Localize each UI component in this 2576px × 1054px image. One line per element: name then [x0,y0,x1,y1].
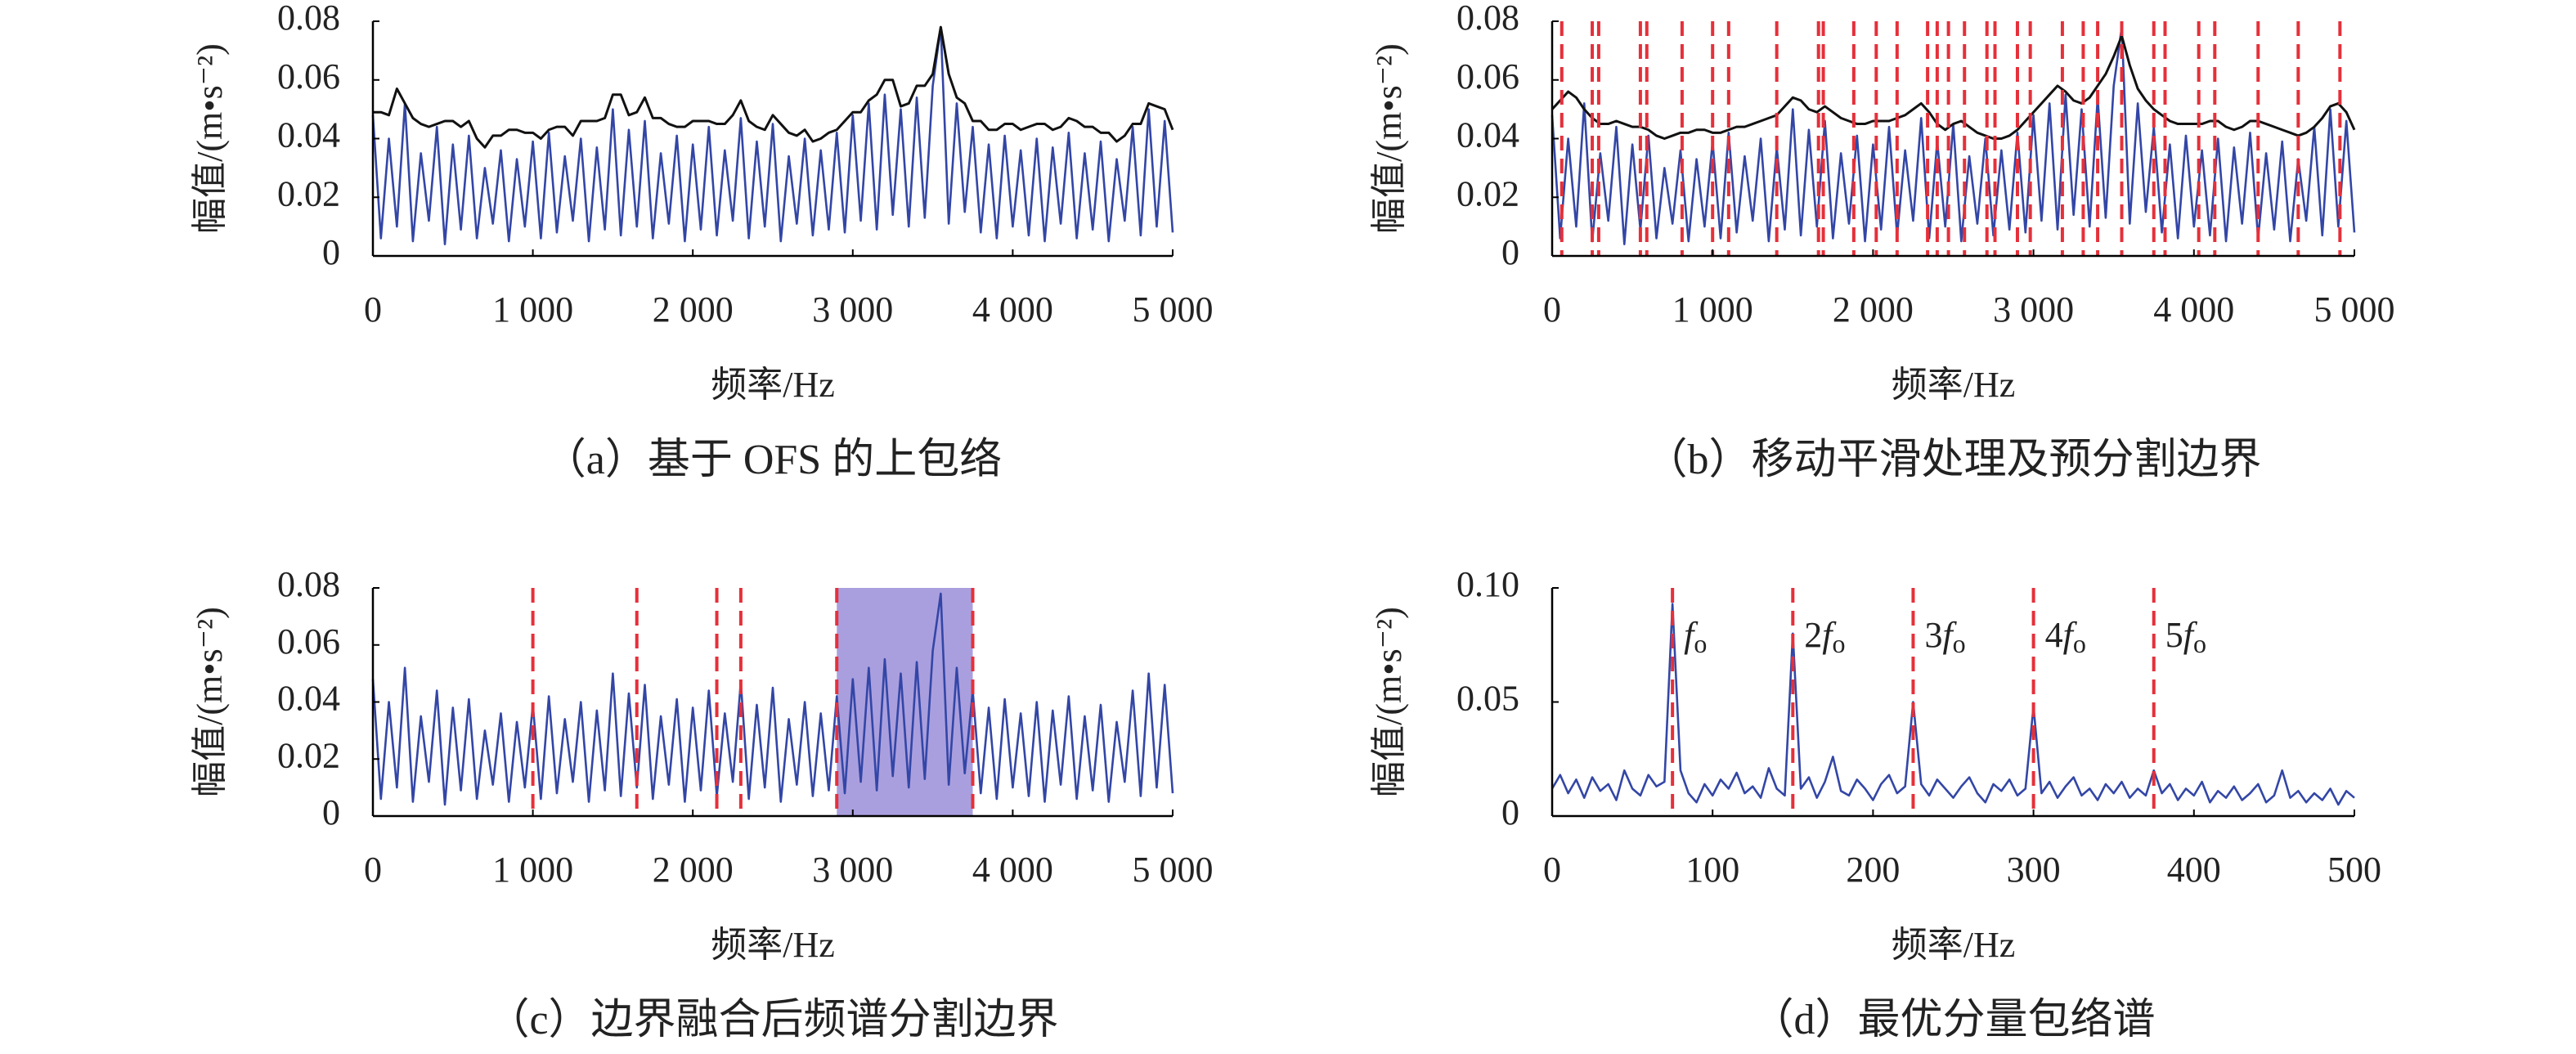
series-line [371,25,1174,245]
coefficient: 5 [2165,615,2183,655]
x-tick-label: 0 [1543,289,1561,330]
y-tick-label: 0 [322,792,340,832]
subscript: o [1953,629,1966,658]
y-tick-label: 0 [1501,232,1519,272]
x-tick-label: 1 000 [492,850,573,890]
peak-label: 2fo [1804,615,1845,658]
y-axis-label: 幅值/(m•s⁻²) [190,43,230,234]
x-axis-label: 频率/Hz [711,925,835,965]
caption: （a）基于 OFS 的上包络 [544,437,1002,483]
x-tick-label: 0 [364,289,382,330]
subscript: o [1694,629,1707,658]
subscript: o [2193,629,2206,658]
x-tick-label: 3 000 [812,850,893,890]
y-tick-label: 0.10 [1456,564,1519,604]
caption: （c）边界融合后频谱分割边界 [487,997,1058,1043]
series-line [371,592,1174,806]
y-tick-label: 0.04 [277,115,340,155]
x-tick-label: 300 [2007,850,2061,890]
x-axis-label: 频率/Hz [1892,365,2016,405]
x-tick-label: 400 [2167,850,2221,890]
highlight-region [837,588,973,816]
x-tick-label: 500 [2327,850,2381,890]
y-tick-label: 0.04 [277,679,340,719]
y-axis-label: 幅值/(m•s⁻²) [1369,43,1409,234]
x-tick-label: 1 000 [1672,289,1753,330]
chart-panel: fo 2fo 3fo 4fo 5fo 0 0.05 0.10 0 100 200 300 400 500 频… [1369,564,2381,1043]
y-tick-label: 0.05 [1456,679,1519,719]
y-tick-label: 0.08 [277,564,340,604]
y-tick-label: 0.06 [277,56,340,96]
caption: （d）最优分量包络谱 [1751,997,2155,1043]
y-axis-label: 幅值/(m•s⁻²) [1369,607,1409,797]
coefficient: 3 [1924,615,1942,655]
x-tick-label: 200 [1846,850,1900,890]
x-tick-label: 2 000 [653,850,734,890]
y-tick-label: 0 [322,232,340,272]
y-tick-label: 0.04 [1456,115,1519,155]
y-tick-label: 0 [1501,792,1519,832]
y-tick-label: 0.08 [277,0,340,38]
x-tick-label: 4 000 [972,289,1053,330]
x-tick-label: 3 000 [1993,289,2074,330]
x-tick-label: 0 [364,850,382,890]
y-tick-label: 0.02 [277,735,340,775]
coefficient: 4 [2045,615,2063,655]
chart-panel: 0 0.02 0.04 0.06 0.08 0 1 000 2 000 3 000 4 000 5 … [1369,0,2394,483]
x-tick-label: 3 000 [812,289,893,330]
series-line [1551,603,2355,806]
series-line [373,25,1174,149]
x-tick-label: 1 000 [492,289,573,330]
y-tick-label: 0.02 [1456,173,1519,213]
x-tick-label: 5 000 [2314,289,2395,330]
y-tick-label: 0.06 [1456,56,1519,96]
peak-label: fo [1684,615,1707,658]
x-tick-label: 4 000 [972,850,1053,890]
subscript: o [2073,629,2086,658]
series-line [1551,34,2356,140]
caption: （b）移动平滑处理及预分割边界 [1645,437,2261,483]
chart-panel: 0 0.02 0.04 0.06 0.08 0 1 000 2 000 3 000 4 000 5 … [190,0,1213,483]
x-tick-label: 2 000 [653,289,734,330]
x-tick-label: 5 000 [1133,289,1214,330]
x-axis-label: 频率/Hz [1892,925,2016,965]
x-tick-label: 0 [1543,850,1561,890]
y-axis-label: 幅值/(m•s⁻²) [190,607,230,797]
x-tick-label: 5 000 [1133,850,1214,890]
peak-label: 3fo [1924,615,1965,658]
x-tick-label: 100 [1685,850,1739,890]
subscript: o [1833,629,1846,658]
x-tick-label: 4 000 [2153,289,2234,330]
y-tick-label: 0.08 [1456,0,1519,38]
chart-panel: 0 0.02 0.04 0.06 0.08 0 1 000 2 000 3 000 4 000 5 … [190,564,1213,1043]
x-tick-label: 2 000 [1833,289,1914,330]
y-tick-label: 0.06 [277,621,340,662]
peak-label: 5fo [2165,615,2206,658]
y-tick-label: 0.02 [277,173,340,213]
peak-label: 4fo [2045,615,2086,658]
x-axis-label: 频率/Hz [711,365,835,405]
coefficient: 2 [1804,615,1822,655]
